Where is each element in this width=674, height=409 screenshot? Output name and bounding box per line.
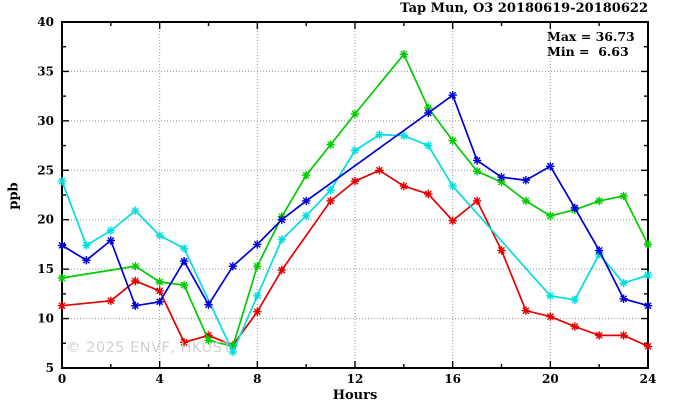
- series-day-1-red: [57, 166, 653, 351]
- series-day-2-green: [57, 50, 653, 351]
- y-tick-label: 35: [37, 64, 54, 78]
- y-tick-label: 30: [37, 114, 54, 128]
- chart-title: Tap Mun, O3 20180619-20180622: [400, 1, 648, 16]
- y-axis-label: ppb: [6, 182, 22, 210]
- series-day-3-blue: [57, 91, 653, 310]
- x-tick-label: 0: [58, 372, 66, 386]
- x-axis-label: Hours: [332, 388, 378, 403]
- y-tick-label: 15: [37, 262, 54, 276]
- min-label: Min = 6.63: [547, 44, 629, 59]
- x-tick-label: 20: [542, 372, 559, 386]
- series-line: [61, 52, 649, 348]
- y-tick-label: 10: [37, 312, 54, 326]
- max-label: Max = 36.73: [547, 29, 635, 44]
- watermark: © 2025 ENVF, HKUST: [66, 340, 232, 356]
- gridlines: [62, 22, 648, 368]
- series-markers: [57, 50, 653, 351]
- x-tick-label: 16: [444, 372, 461, 386]
- x-tick-label: 24: [640, 372, 657, 386]
- series: [57, 50, 653, 357]
- y-tick-label: 40: [37, 15, 54, 29]
- tick-labels: 5 10 15 20 25 30 35 40 0 4 8 12 16 20 24: [37, 15, 656, 386]
- x-tick-label: 4: [155, 372, 163, 386]
- x-tick-label: 8: [253, 372, 261, 386]
- series-markers: [57, 166, 653, 351]
- y-tick-label: 20: [37, 213, 54, 227]
- axes: [61, 21, 649, 369]
- stats-box: Max = 36.73 Min = 6.63: [547, 29, 635, 59]
- series-markers: [57, 91, 653, 310]
- y-tick-label: 25: [37, 163, 54, 177]
- y-tick-label: 5: [46, 361, 54, 375]
- x-tick-label: 12: [347, 372, 364, 386]
